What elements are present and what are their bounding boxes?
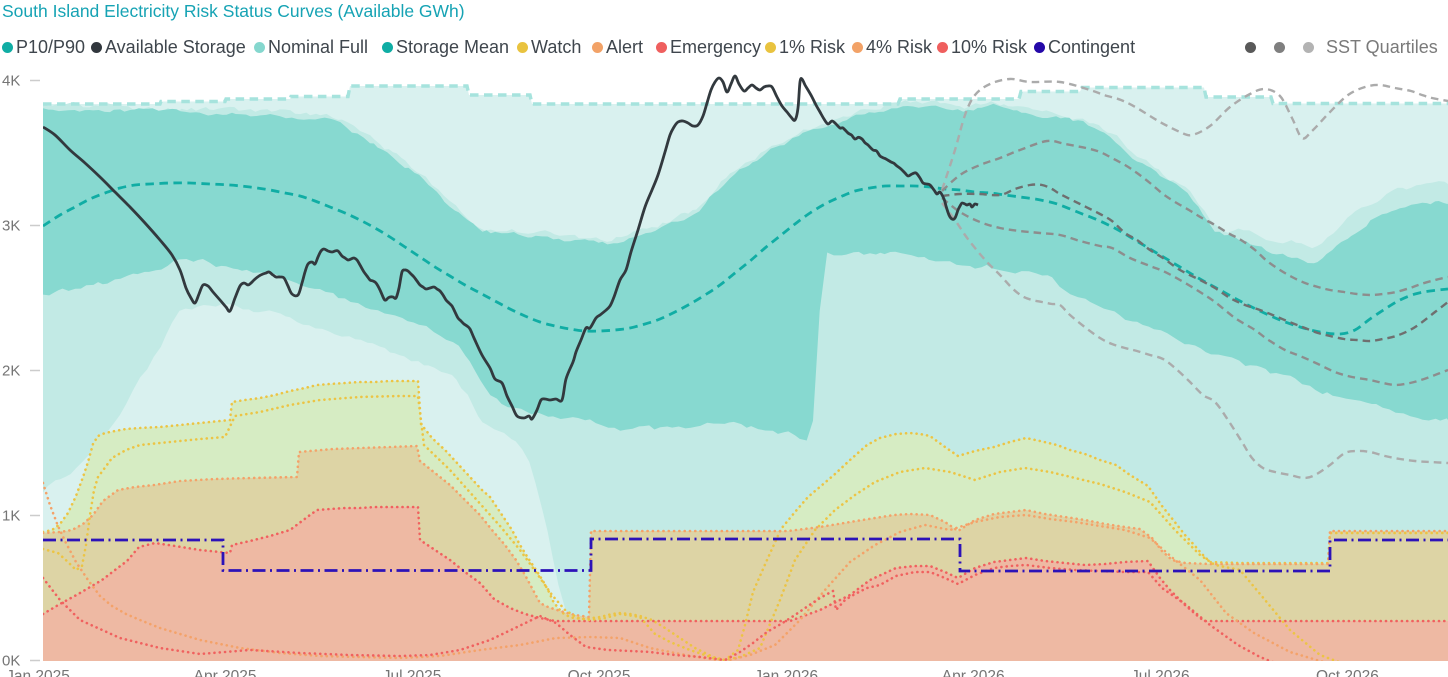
svg-text:4K: 4K bbox=[2, 73, 20, 90]
svg-text:Apr 2026: Apr 2026 bbox=[942, 668, 1005, 677]
svg-text:Oct 2025: Oct 2025 bbox=[568, 668, 631, 677]
svg-text:1K: 1K bbox=[2, 508, 20, 525]
svg-text:Apr 2025: Apr 2025 bbox=[194, 668, 257, 677]
svg-text:Jan 2025: Jan 2025 bbox=[6, 668, 70, 677]
svg-text:Jan 2026: Jan 2026 bbox=[754, 668, 818, 677]
svg-text:Oct 2026: Oct 2026 bbox=[1316, 668, 1379, 677]
svg-text:Jul 2025: Jul 2025 bbox=[383, 668, 442, 677]
svg-text:Jul 2026: Jul 2026 bbox=[1131, 668, 1190, 677]
svg-text:0K: 0K bbox=[2, 653, 20, 670]
svg-text:3K: 3K bbox=[2, 218, 20, 235]
svg-text:2K: 2K bbox=[2, 363, 20, 380]
